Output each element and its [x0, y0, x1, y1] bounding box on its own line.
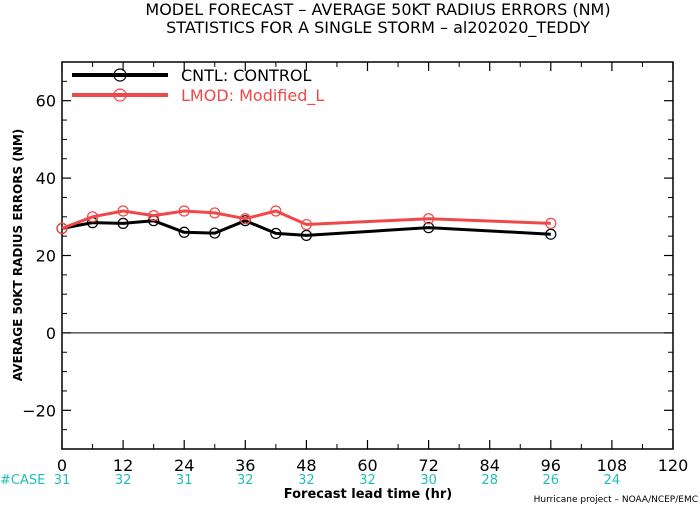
- series-2-point: [178, 205, 190, 217]
- legend-marker-2: [113, 88, 127, 102]
- series-line-2: [61, 209, 551, 230]
- legend-label-2: LMOD: Modified_L: [181, 86, 324, 106]
- x-tick-label: 24: [174, 456, 194, 475]
- x-tick-label: 0: [57, 456, 67, 475]
- x-tick-label: 108: [597, 456, 628, 475]
- x-tick-label: 60: [357, 456, 377, 475]
- x-tick-label: 12: [113, 456, 133, 475]
- case-count: 32: [298, 473, 315, 488]
- series-1-point: [300, 229, 312, 241]
- credit-text: Hurricane project – NOAA/NCEP/EMC: [534, 495, 698, 505]
- case-count: 32: [115, 473, 132, 488]
- y-tick-label: 40: [36, 169, 56, 188]
- series-1-point: [178, 226, 190, 238]
- series-2-point: [270, 205, 282, 217]
- series-2-point: [209, 207, 221, 219]
- x-tick-label: 96: [541, 456, 561, 475]
- series-2-point: [148, 210, 160, 222]
- y-tick-label: −20: [22, 401, 56, 420]
- plot-area: −20 0 20 40 60 0 12 24 36 48 60 72 84 96 108 120 CNTL: C…: [22, 61, 689, 475]
- series-1-point: [270, 227, 282, 240]
- legend-marker-1: [113, 68, 127, 82]
- x-tick-label: 120: [658, 456, 689, 475]
- chart-title-line-1: MODEL FORECAST – AVERAGE 50KT RADIUS ERR…: [145, 0, 610, 19]
- y-tick-label: 0: [46, 324, 56, 343]
- x-tick-label: 36: [235, 456, 255, 475]
- series-line-1: [61, 219, 551, 237]
- series-2-point: [56, 222, 68, 235]
- y-tick-label: 60: [36, 92, 56, 111]
- series-2-point: [117, 205, 129, 217]
- y-tick-label: 20: [36, 247, 56, 266]
- series-1-point: [117, 217, 129, 229]
- case-count: 30: [420, 473, 437, 488]
- case-count: 31: [54, 473, 71, 488]
- y-axis-label: AVERAGE 50KT RADIUS ERRORS (NM): [11, 129, 25, 381]
- series-1-point: [423, 222, 435, 234]
- chart-title-line-2: STATISTICS FOR A SINGLE STORM – al202020…: [166, 18, 590, 38]
- series-2-point: [86, 211, 99, 223]
- x-tick-label: 84: [480, 456, 500, 475]
- series-2-point: [300, 218, 312, 231]
- case-label: #CASE: [0, 473, 45, 488]
- series-2-point: [239, 213, 251, 225]
- x-tick-label: 72: [418, 456, 438, 475]
- series-1-point: [209, 227, 221, 239]
- case-count: 32: [359, 473, 376, 488]
- series-1-point: [545, 228, 557, 240]
- case-count: 31: [176, 473, 193, 488]
- series-2-point: [545, 217, 557, 229]
- x-axis-label: Forecast lead time (hr): [284, 487, 452, 502]
- legend-label-1: CNTL: CONTROL: [181, 66, 312, 85]
- series-2-point: [423, 213, 435, 225]
- case-count: 32: [237, 473, 254, 488]
- x-tick-label: 48: [296, 456, 316, 475]
- case-count: 28: [481, 473, 498, 488]
- plot-frame: [61, 61, 674, 450]
- case-count: 24: [604, 473, 621, 488]
- case-count: 26: [543, 473, 560, 488]
